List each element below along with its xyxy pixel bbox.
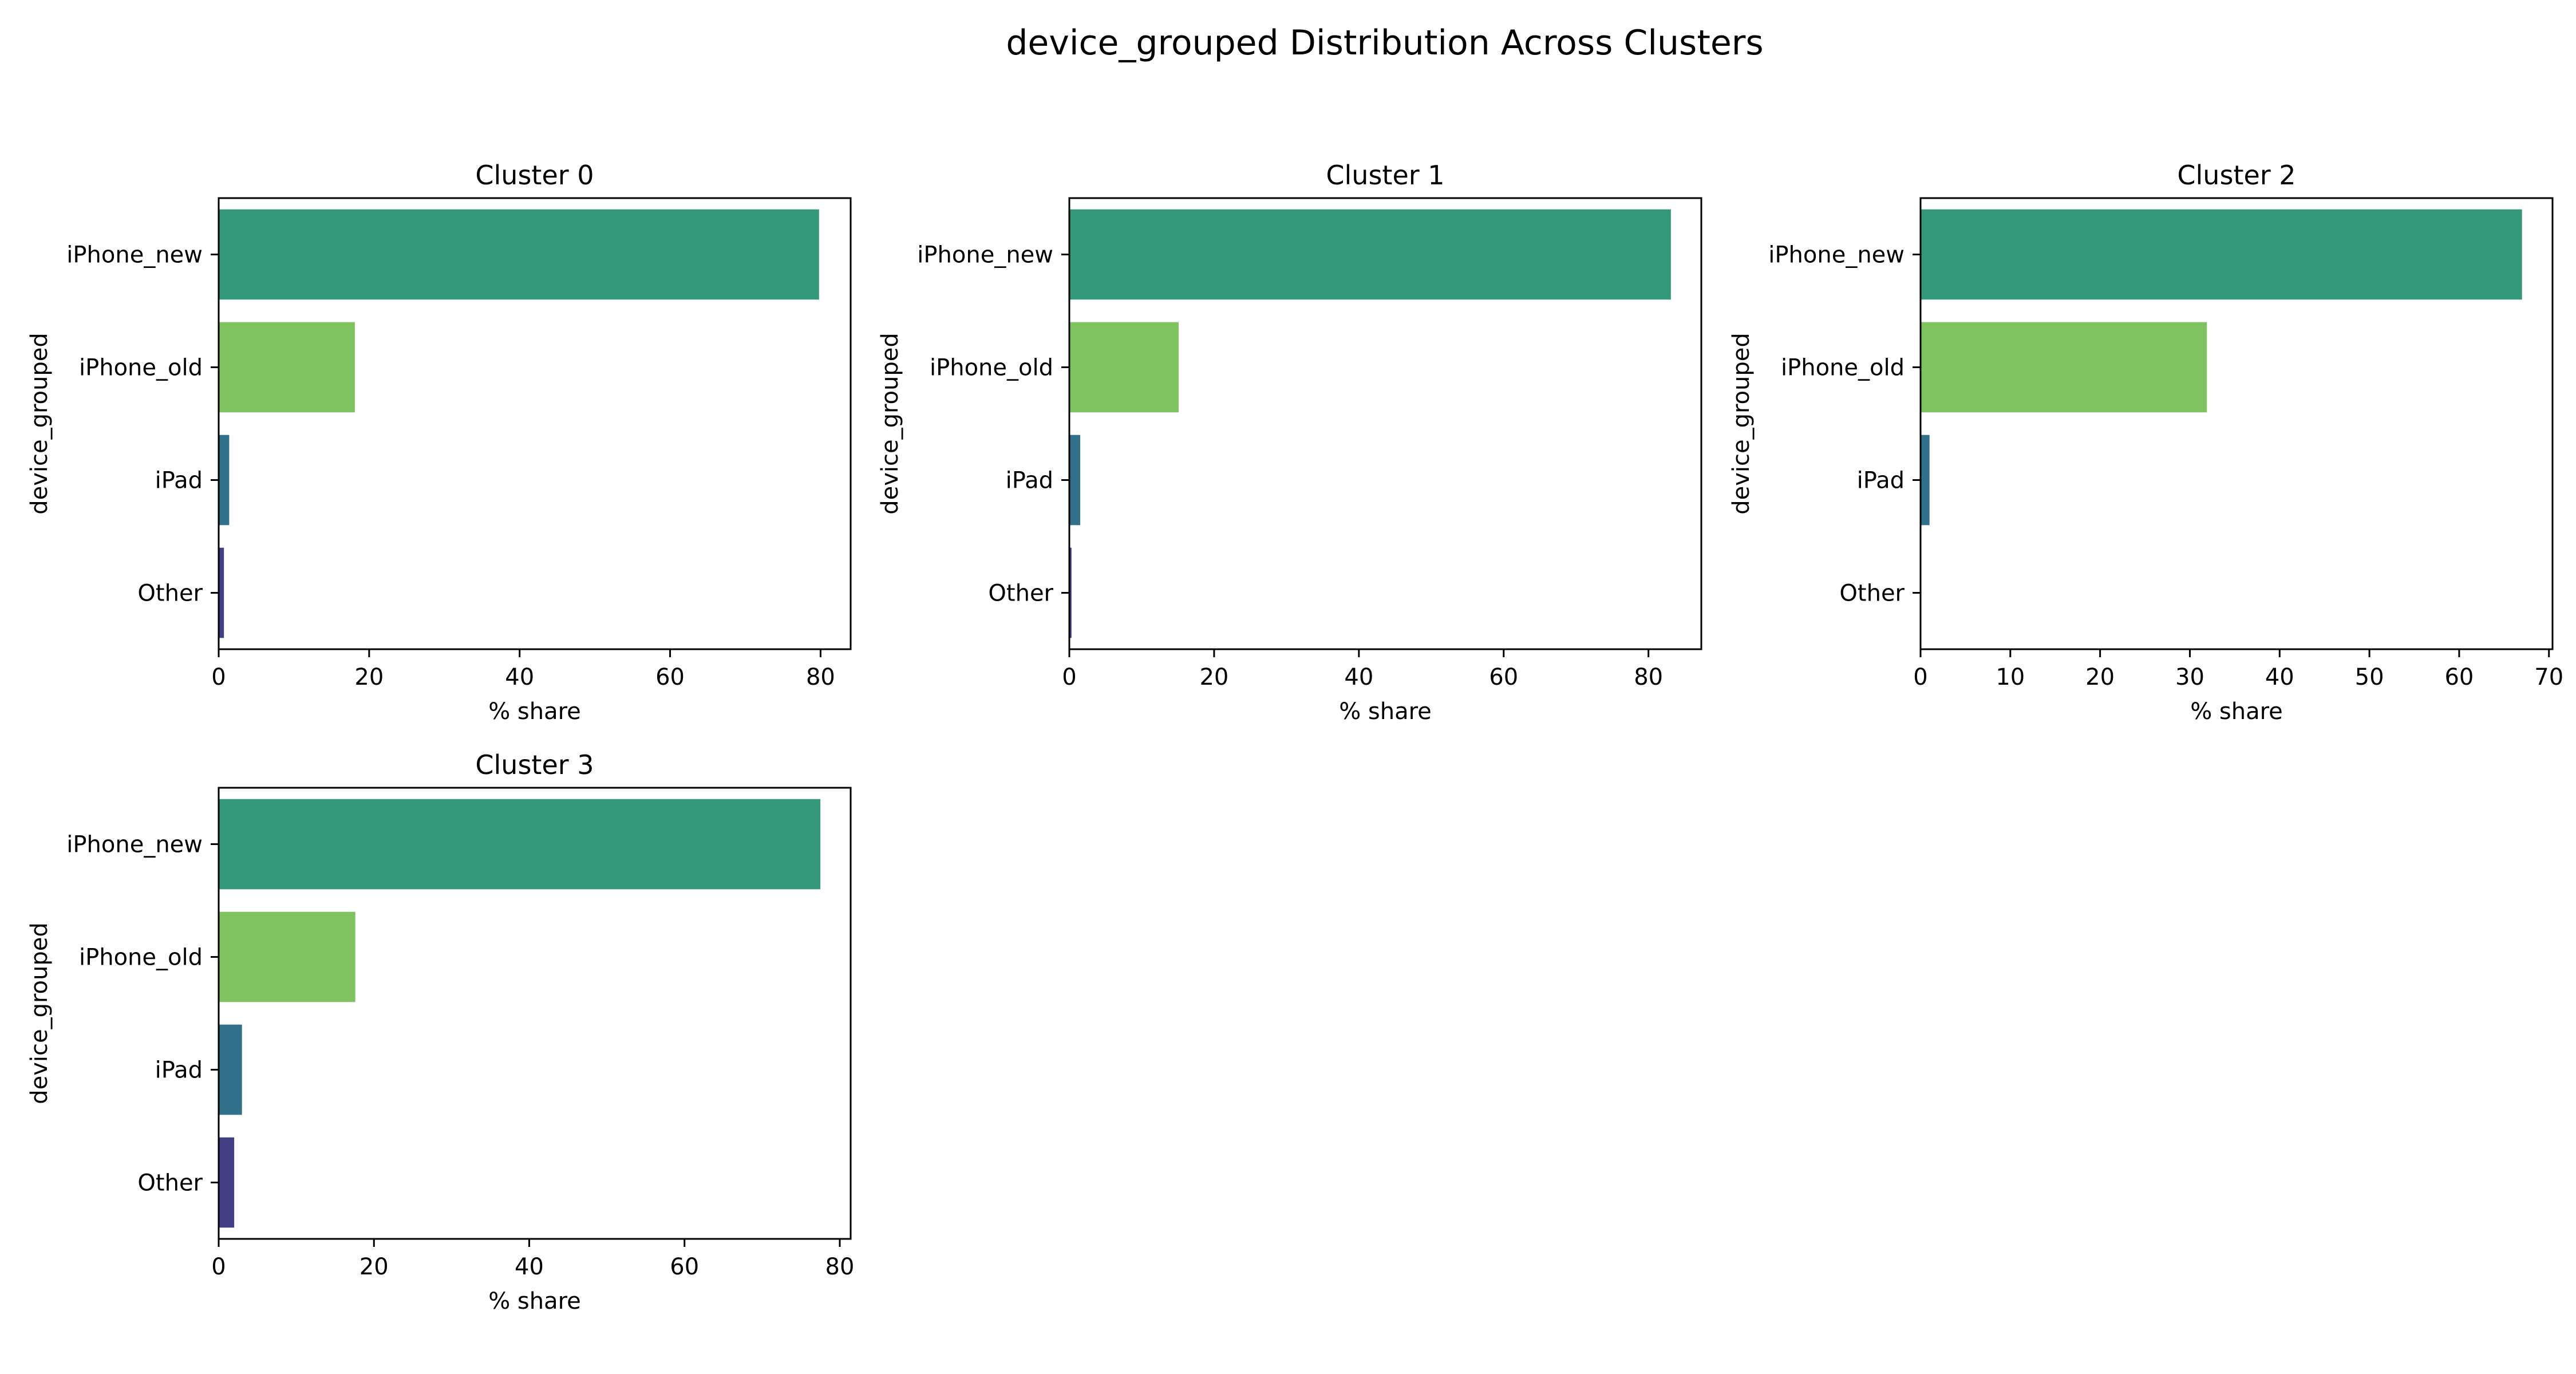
axes-frame (1919, 197, 2554, 650)
y-axis-label: device_grouped (877, 333, 903, 515)
y-tick-label: iPhone_new (66, 242, 203, 269)
bar-iPhone_old (1921, 322, 2207, 413)
y-tick-label: iPad (155, 468, 203, 494)
bar-Other (219, 547, 224, 638)
y-tick-label: Other (137, 581, 203, 607)
x-tick-label: 20 (1199, 664, 1228, 690)
x-tick-label: 20 (2085, 664, 2115, 690)
x-tick-label: 40 (515, 1254, 544, 1280)
x-tick-label: 40 (1344, 664, 1373, 690)
y-tick-label: iPhone_old (79, 355, 203, 381)
bar-iPad (1069, 435, 1080, 526)
x-tick-label: 80 (1634, 664, 1663, 690)
y-tick-label: iPhone_new (1768, 242, 1905, 269)
panel-2: Cluster 2 iPhone_new iPhone_old iPad Other 0 1… (1728, 160, 2563, 725)
bar-Other (219, 1137, 235, 1228)
bar-Other (1069, 547, 1072, 638)
y-tick-label: Other (1839, 581, 1905, 607)
x-tick-label: 60 (655, 664, 685, 690)
y-axis-label: device_grouped (26, 922, 53, 1104)
panel-title: Cluster 1 (1326, 160, 1444, 191)
y-tick-label: iPhone_new (66, 832, 203, 858)
x-tick-label: 0 (211, 1254, 226, 1280)
panel-title: Cluster 2 (2177, 160, 2296, 191)
x-axis-label: % share (2190, 698, 2283, 725)
y-tick-label: iPad (155, 1057, 203, 1084)
bar-iPad (219, 435, 230, 526)
x-tick-label: 80 (825, 1254, 855, 1280)
x-tick-label: 60 (670, 1254, 699, 1280)
bar-iPhone_new (219, 799, 821, 890)
panel-3: Cluster 3 iPhone_new iPhone_old iPad Other 0 2… (26, 749, 854, 1314)
x-axis-label: % share (488, 1288, 581, 1314)
y-tick-label: iPhone_old (930, 355, 1053, 381)
x-tick-label: 0 (211, 664, 226, 690)
x-tick-label: 20 (354, 664, 384, 690)
y-tick-label: Other (988, 581, 1053, 607)
panels: Cluster 0 iPhone_new iPhone_old iPad Other 0 2… (26, 160, 2563, 1314)
y-tick-label: iPad (1857, 468, 1905, 494)
x-tick-label: 60 (2444, 664, 2474, 690)
x-axis-label: % share (1339, 698, 1432, 725)
x-tick-label: 50 (2355, 664, 2384, 690)
y-tick-label: iPhone_old (1781, 355, 1905, 381)
y-tick-label: iPad (1006, 468, 1053, 494)
bar-iPad (1921, 435, 1930, 526)
x-tick-label: 40 (2265, 664, 2294, 690)
y-tick-label: Other (137, 1170, 203, 1197)
x-tick-label: 30 (2175, 664, 2204, 690)
panel-title: Cluster 3 (475, 749, 594, 780)
bar-iPhone_old (1069, 322, 1179, 413)
bar-iPhone_new (1069, 209, 1671, 300)
x-tick-label: 0 (1913, 664, 1927, 690)
y-tick-label: iPhone_new (917, 242, 1053, 269)
x-tick-label: 40 (505, 664, 534, 690)
x-axis-label: % share (488, 698, 581, 725)
y-axis-label: device_grouped (1728, 333, 1755, 515)
x-tick-label: 10 (1996, 664, 2025, 690)
x-tick-label: 80 (806, 664, 835, 690)
x-tick-label: 70 (2534, 664, 2563, 690)
axes-frame (218, 197, 852, 650)
bar-iPhone_old (219, 911, 355, 1002)
y-axis-label: device_grouped (26, 333, 53, 515)
axes-frame (1068, 197, 1702, 650)
axes-frame (218, 787, 852, 1240)
x-tick-label: 60 (1489, 664, 1518, 690)
bar-iPhone_new (219, 209, 819, 300)
y-tick-label: iPhone_old (79, 945, 203, 971)
panel-title: Cluster 0 (475, 160, 594, 191)
bar-iPad (219, 1024, 242, 1115)
bar-iPhone_new (1921, 209, 2522, 300)
panel-0: Cluster 0 iPhone_new iPhone_old iPad Other 0 2… (26, 160, 852, 725)
panel-1: Cluster 1 iPhone_new iPhone_old iPad Other 0 2… (877, 160, 1702, 725)
x-tick-label: 20 (359, 1254, 389, 1280)
bar-iPhone_old (219, 322, 355, 413)
x-tick-label: 0 (1062, 664, 1076, 690)
figure-title: device_grouped Distribution Across Clust… (1006, 23, 1763, 63)
